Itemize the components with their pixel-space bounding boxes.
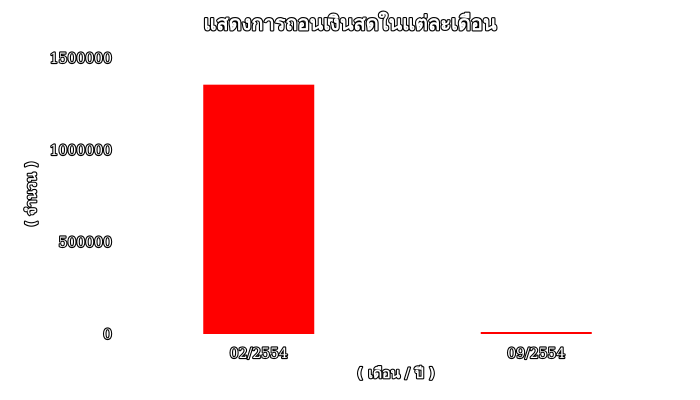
x-axis-ticks: 02/2554 09/2554 [229,345,567,363]
y-axis-label: ( จำนวน ) [24,161,40,227]
y-axis-ticks: 0 500000 1000000 1500000 [49,50,114,344]
chart-title: แสดงการถอนเงินสดในแต่ละเดือน [203,11,496,35]
bar-02-2554 [203,84,315,335]
bar-09-2554 [480,332,592,334]
x-axis-label: ( เดือน / ปี ) [357,366,435,382]
y-tick-label: 0 [103,327,112,343]
bars [203,84,592,335]
y-tick-label: 1500000 [50,51,112,67]
x-tick-label: 02/2554 [230,346,288,362]
y-tick-label: 500000 [59,235,112,251]
y-tick-label: 1000000 [50,143,112,159]
x-tick-label: 09/2554 [507,346,565,362]
